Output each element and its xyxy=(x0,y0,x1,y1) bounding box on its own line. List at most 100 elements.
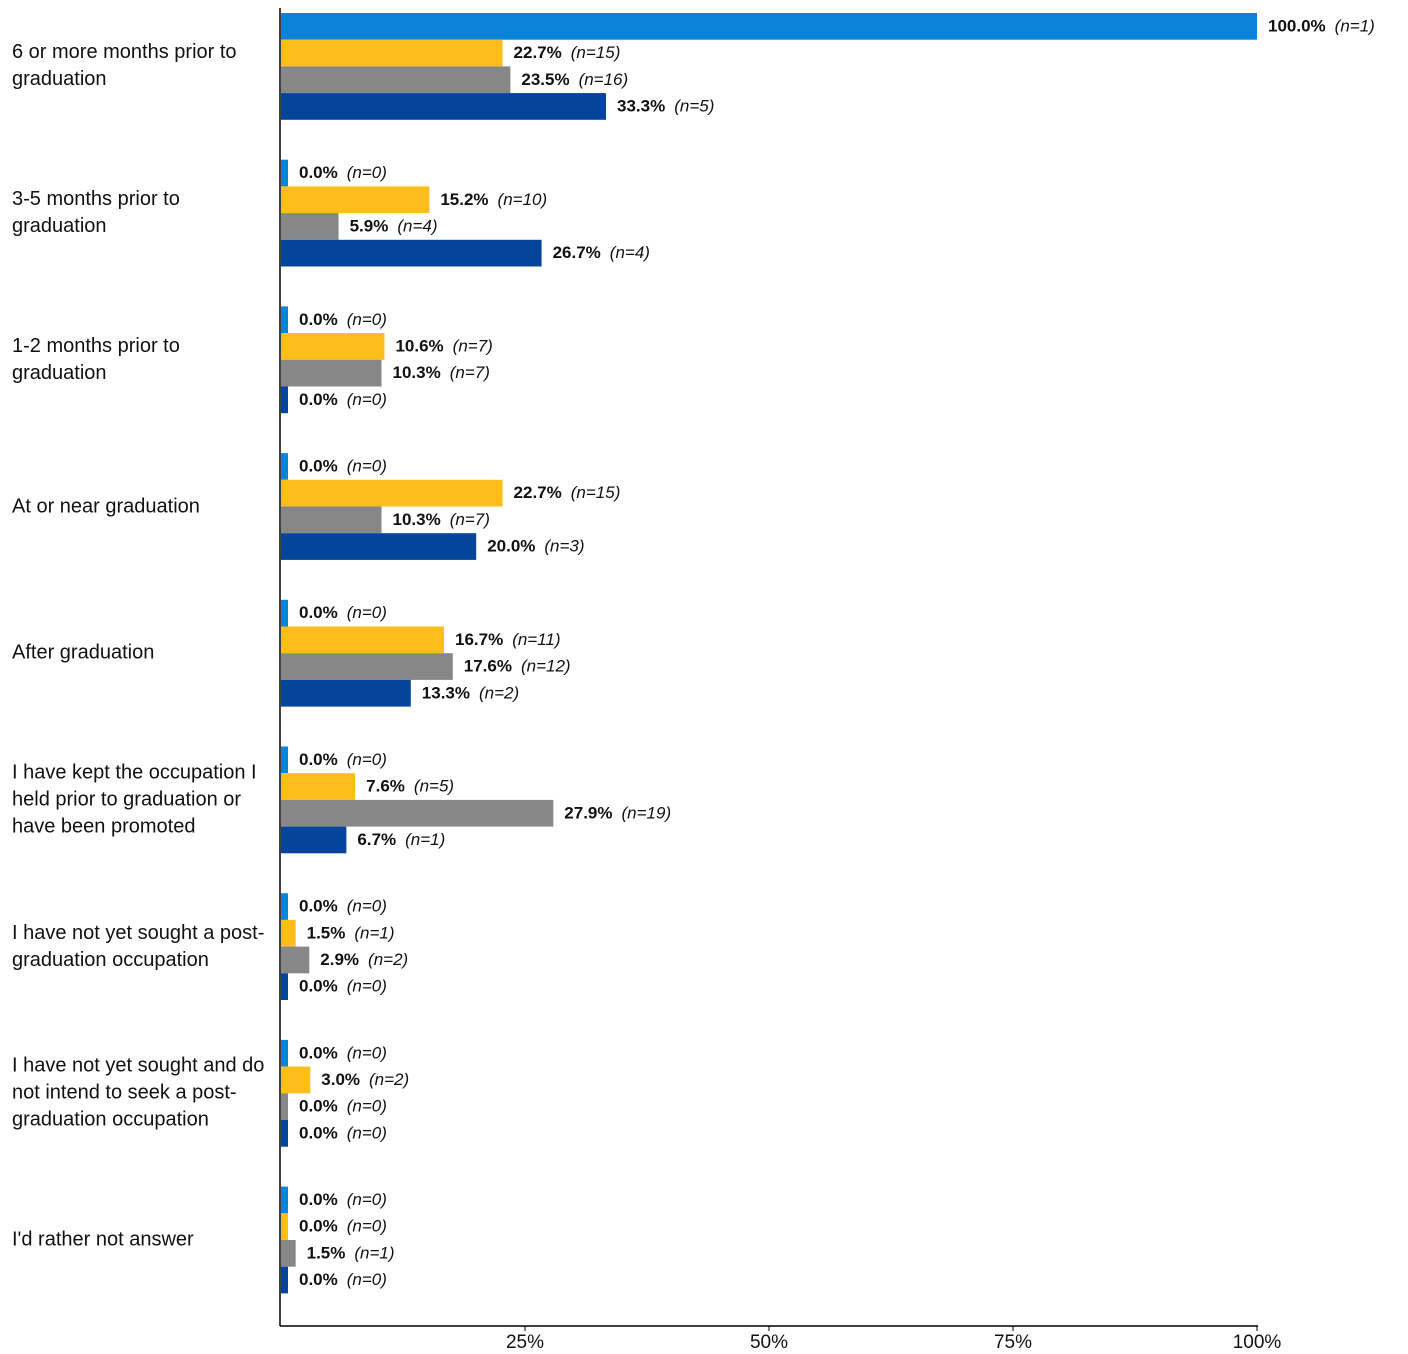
count-label: (n=0) xyxy=(347,1044,387,1063)
bar xyxy=(281,506,382,534)
bar xyxy=(281,679,411,707)
data-label: 0.0% (n=0) xyxy=(299,310,387,329)
bar xyxy=(281,946,310,974)
value-label: 0.0% xyxy=(299,1097,338,1116)
value-label: 7.6% xyxy=(366,777,405,796)
value-label: 0.0% xyxy=(299,750,338,769)
count-label: (n=7) xyxy=(450,510,490,529)
count-label: (n=0) xyxy=(347,1190,387,1209)
bar xyxy=(281,1066,311,1094)
category-label: At or near graduation xyxy=(12,495,200,517)
value-label: 0.0% xyxy=(299,457,338,476)
value-label: 5.9% xyxy=(350,217,389,236)
category-label: After graduation xyxy=(12,641,155,664)
count-label: (n=4) xyxy=(610,244,650,263)
bar xyxy=(281,1240,296,1267)
data-label: 22.7% (n=15) xyxy=(514,44,621,63)
x-tick-label: 100% xyxy=(1233,1332,1282,1353)
bar xyxy=(281,1120,288,1147)
bar xyxy=(281,1186,288,1214)
data-label: 0.0% (n=0) xyxy=(299,457,387,476)
count-label: (n=1) xyxy=(1335,17,1375,36)
data-label: 0.0% (n=0) xyxy=(299,1190,387,1209)
bar xyxy=(281,746,288,774)
bar xyxy=(281,973,288,1000)
count-label: (n=3) xyxy=(544,537,584,556)
count-label: (n=2) xyxy=(479,684,519,703)
value-label: 0.0% xyxy=(299,390,338,409)
count-label: (n=5) xyxy=(414,777,454,796)
data-label: 0.0% (n=0) xyxy=(299,977,387,996)
count-label: (n=0) xyxy=(347,1124,387,1143)
x-tick-label: 50% xyxy=(750,1332,788,1353)
data-label: 100.0% (n=1) xyxy=(1268,17,1375,36)
data-label: 0.0% (n=0) xyxy=(299,1217,387,1236)
value-label: 0.0% xyxy=(299,897,338,916)
category-label: 3-5 months prior to graduation xyxy=(12,188,180,238)
bar xyxy=(281,306,288,334)
value-label: 10.6% xyxy=(395,337,443,356)
data-label: 22.7% (n=15) xyxy=(514,484,621,503)
value-label: 0.0% xyxy=(299,310,338,329)
count-label: (n=1) xyxy=(354,924,394,943)
count-label: (n=0) xyxy=(347,604,387,623)
count-label: (n=1) xyxy=(354,1244,394,1263)
value-label: 0.0% xyxy=(299,1044,338,1063)
data-label: 0.0% (n=0) xyxy=(299,390,387,409)
bar xyxy=(281,1039,288,1067)
value-label: 15.2% xyxy=(440,190,488,209)
count-label: (n=15) xyxy=(571,44,621,63)
data-label: 7.6% (n=5) xyxy=(366,777,454,796)
data-label: 13.3% (n=2) xyxy=(422,684,519,703)
data-label: 0.0% (n=0) xyxy=(299,897,387,916)
bar xyxy=(281,919,296,947)
count-label: (n=5) xyxy=(674,97,714,116)
bar xyxy=(281,66,511,94)
bar xyxy=(281,773,356,800)
bar xyxy=(281,479,503,507)
category-label: I have not yet sought and do not intend … xyxy=(12,1054,265,1131)
bar xyxy=(281,599,288,627)
bar xyxy=(281,653,453,680)
data-label: 10.3% (n=7) xyxy=(393,510,490,529)
bar xyxy=(281,893,288,920)
x-tick-label: 25% xyxy=(506,1332,544,1353)
count-label: (n=1) xyxy=(405,830,445,849)
count-label: (n=7) xyxy=(453,337,493,356)
value-label: 0.0% xyxy=(299,1124,338,1143)
data-label: 10.6% (n=7) xyxy=(395,337,492,356)
value-label: 3.0% xyxy=(321,1070,360,1089)
count-label: (n=16) xyxy=(579,70,629,89)
count-label: (n=2) xyxy=(368,950,408,969)
count-label: (n=0) xyxy=(347,310,387,329)
bar xyxy=(281,799,554,827)
bar xyxy=(281,453,288,480)
bar xyxy=(281,159,288,187)
data-label: 1.5% (n=1) xyxy=(307,1244,395,1263)
value-label: 33.3% xyxy=(617,97,665,116)
data-label: 17.6% (n=12) xyxy=(464,657,571,676)
data-label: 1.5% (n=1) xyxy=(307,924,395,943)
value-label: 10.3% xyxy=(393,364,441,383)
count-label: (n=15) xyxy=(571,484,621,503)
count-label: (n=7) xyxy=(450,364,490,383)
bar xyxy=(281,39,503,67)
count-label: (n=12) xyxy=(521,657,571,676)
bar xyxy=(281,826,347,854)
category-label: I have kept the occupation I held prior … xyxy=(12,761,257,838)
data-label: 23.5% (n=16) xyxy=(521,70,628,89)
bar xyxy=(281,186,430,214)
data-label: 6.7% (n=1) xyxy=(357,830,445,849)
value-label: 0.0% xyxy=(299,1217,338,1236)
bar xyxy=(281,13,1257,40)
bar xyxy=(281,213,339,240)
value-label: 17.6% xyxy=(464,657,512,676)
bar xyxy=(281,626,444,654)
count-label: (n=0) xyxy=(347,750,387,769)
value-label: 0.0% xyxy=(299,1271,338,1290)
category-label: I have not yet sought a post-graduation … xyxy=(12,921,265,971)
value-label: 13.3% xyxy=(422,684,470,703)
x-tick-label: 75% xyxy=(994,1332,1032,1353)
data-label: 0.0% (n=0) xyxy=(299,1271,387,1290)
